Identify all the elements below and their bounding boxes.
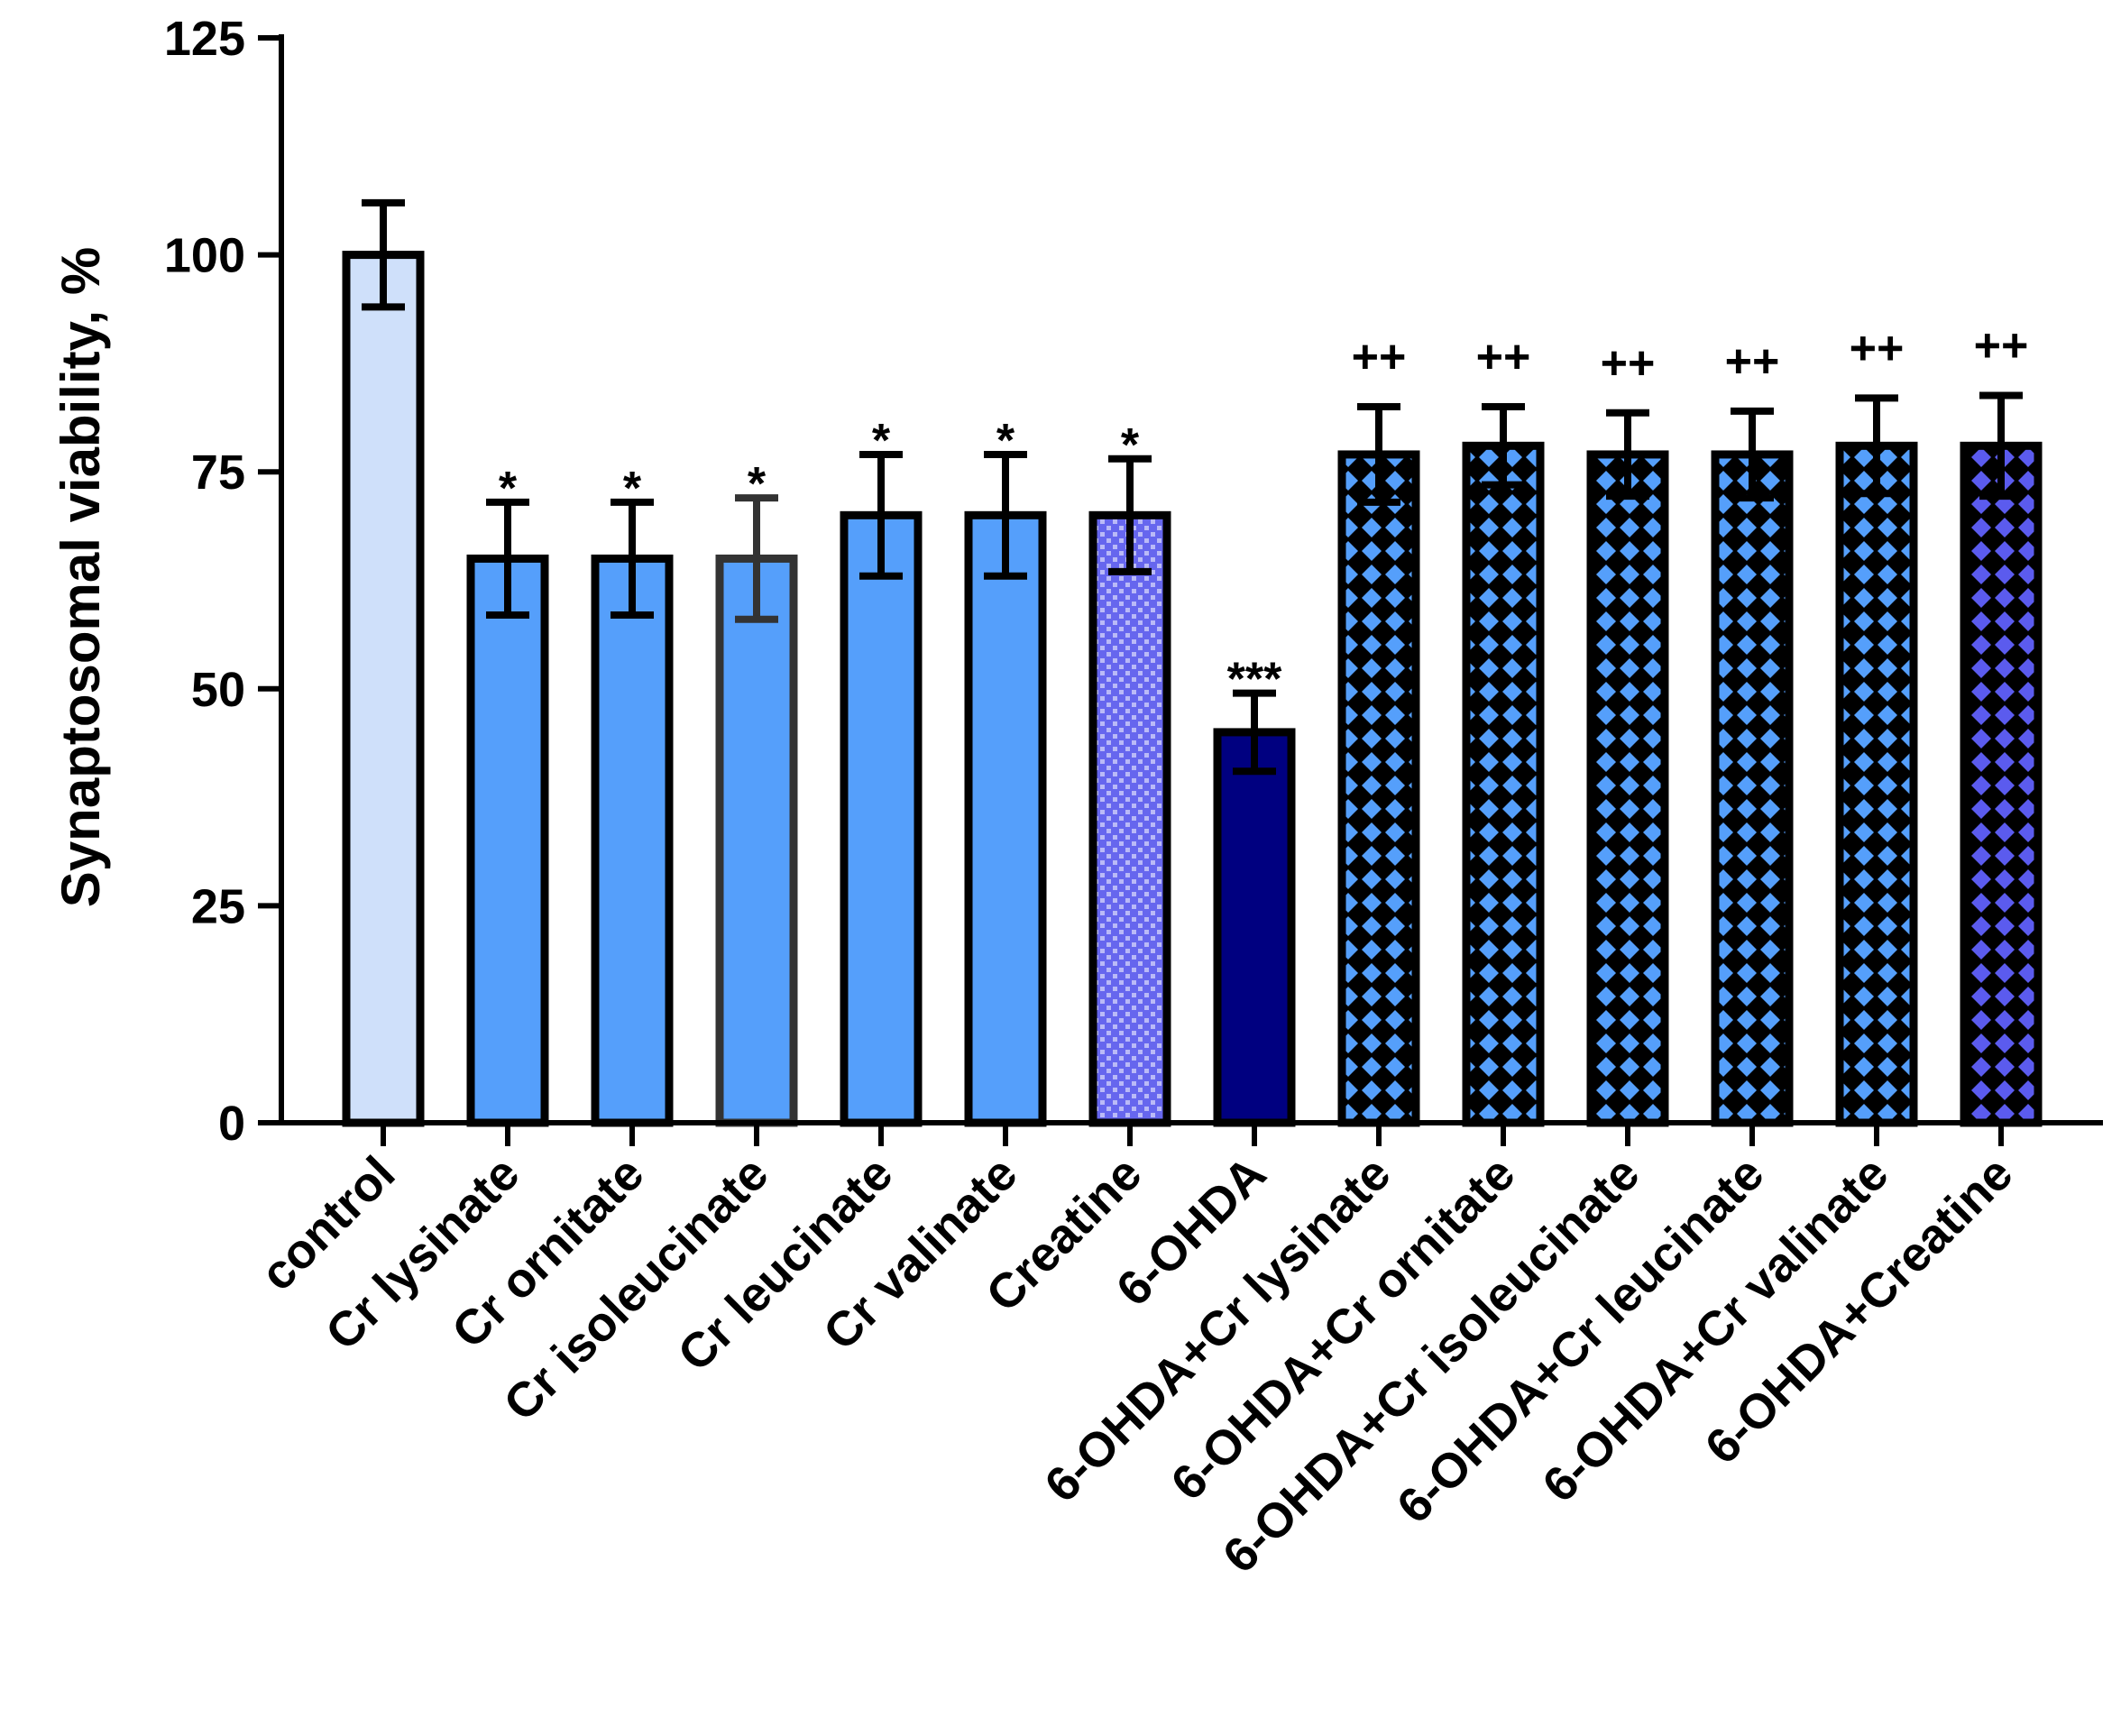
bar-group: ++ [1960,320,2043,1127]
y-tick-label: 75 [191,445,245,500]
significance-label: * [996,415,1015,467]
bar [1088,510,1171,1127]
bar [1960,441,2043,1127]
significance-label: ++ [1476,331,1531,383]
bar-group: ++ [1711,335,1794,1127]
bar-group: ++ [1462,331,1545,1127]
category-label: Cr leucinate [667,1146,903,1382]
bar [1586,450,1669,1127]
bar-group: *** [1213,654,1296,1127]
bar [591,554,674,1127]
bar [466,554,549,1127]
significance-label: * [1121,419,1140,472]
significance-label: ++ [1601,337,1656,390]
bar [342,251,425,1127]
axes [279,34,2103,1125]
bar [1213,728,1296,1127]
bar [1462,441,1545,1127]
significance-label: ++ [1725,335,1780,388]
significance-label: ++ [1974,320,2029,372]
bar [1711,450,1794,1127]
bar [1337,450,1420,1127]
bar [840,510,923,1127]
y-tick-label: 25 [191,879,245,933]
y-tick-label: 100 [164,229,245,283]
bars: * * ** * ****++ ++ ++ ++ ++ ++ [342,198,2043,1127]
bar [964,510,1047,1127]
y-axis-ticks: 0 25 50 75 100 125 [164,12,281,1151]
y-tick-label: 0 [218,1097,245,1151]
bar-group: ++ [1835,322,1918,1127]
y-axis-title: Synaptosomal viability, % [50,247,111,907]
y-tick-label: 125 [164,12,245,66]
bar-group: * [1088,419,1171,1127]
bar [1835,441,1918,1127]
bar-group: * [840,415,923,1127]
significance-label: * [499,463,518,515]
bar-group: * [964,415,1047,1127]
y-tick-label: 50 [191,663,245,717]
significance-label: * [872,415,891,467]
bar-group: * [715,458,798,1127]
bar-group: ++ [1586,337,1669,1127]
significance-label: ++ [1352,331,1407,383]
bar-group [342,198,425,1127]
significance-label: ++ [1850,322,1905,374]
bar [715,554,798,1127]
bar-group: * [591,463,674,1127]
bar-group: * [466,463,549,1127]
significance-label: *** [1227,654,1282,706]
significance-label: * [748,458,767,510]
bar-group: ++ [1337,331,1420,1127]
significance-label: * [623,463,642,515]
